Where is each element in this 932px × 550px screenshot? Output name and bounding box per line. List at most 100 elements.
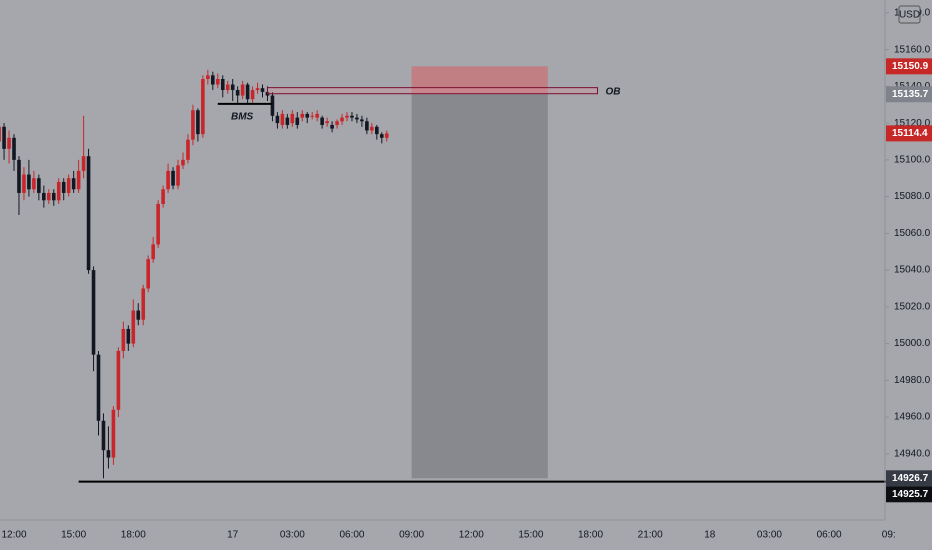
candle-body (345, 115, 349, 118)
x-tick-label: 21:00 (638, 530, 663, 541)
candle-body (136, 310, 141, 320)
candle-body (370, 126, 374, 131)
x-tick-label: 12:00 (1, 530, 26, 541)
candle-body (12, 137, 16, 160)
candle-body (280, 113, 285, 125)
price-marker: 15150.9 (892, 61, 929, 72)
currency-box[interactable] (898, 5, 921, 24)
x-tick-label: 09: (882, 530, 896, 541)
candle-body (7, 137, 11, 149)
candle-body (340, 117, 344, 122)
candle-body (146, 259, 150, 289)
candle-body (310, 115, 315, 117)
currency: USD (899, 10, 920, 21)
price-marker: 14925.7 (892, 489, 929, 500)
candle-body (2, 126, 6, 149)
price-marker-bg (886, 125, 932, 142)
y-tick-label: 15000.0 (894, 338, 931, 349)
candle-body (360, 119, 364, 122)
candle-body (56, 181, 61, 201)
x-tick-label: 06:00 (339, 530, 364, 541)
x-tick-label: 15:00 (518, 530, 543, 541)
candle-body (365, 121, 369, 131)
candle-body (300, 113, 305, 118)
candle-body (156, 203, 160, 245)
x-tick-label: 18:00 (578, 530, 603, 541)
y-tick-label: 14980.0 (894, 375, 931, 386)
candle-body (81, 156, 86, 171)
candle-body (379, 134, 384, 138)
candle-body (42, 192, 46, 201)
candle-body (47, 192, 51, 201)
candle-body (141, 288, 146, 320)
y-tick-label: 15100.0 (894, 154, 931, 165)
price-axis: 15180.015160.015140.015120.015100.015080… (885, 8, 931, 459)
x-tick-label: 18:00 (121, 530, 146, 541)
candle-body (335, 121, 339, 125)
x-tick-label: 15:00 (61, 530, 86, 541)
candle-body (66, 178, 71, 193)
y-tick-label: 15080.0 (894, 191, 931, 202)
candle-body (384, 133, 389, 138)
candle-body (96, 354, 101, 421)
y-tick-label: 15020.0 (894, 301, 931, 312)
candle-body (32, 178, 36, 190)
candle-body (211, 75, 215, 85)
y-tick-label: 14940.0 (894, 448, 931, 459)
candle-body (220, 79, 225, 91)
candle-body (250, 90, 255, 100)
candle-body (270, 95, 275, 116)
candle-body (111, 409, 116, 458)
candle-body (116, 350, 121, 410)
x-tick-label: 06:00 (817, 530, 842, 541)
y-tick-label: 15060.0 (894, 228, 931, 239)
candle-body (71, 178, 76, 190)
candle-body (355, 117, 359, 120)
candle-body (186, 139, 190, 160)
candle-body (61, 181, 66, 193)
price-marker: 15114.4 (892, 128, 928, 139)
y-tick-label: 15160.0 (894, 44, 931, 55)
candle-body (0, 126, 1, 142)
candle-body (275, 115, 280, 124)
bms-label: BMS (231, 111, 254, 122)
candle-body (235, 90, 240, 96)
candle-body (320, 117, 324, 125)
price-markers: 15150.9 15135.7 15114.4 14926.7 14925.7 (886, 58, 932, 503)
candle-body (255, 88, 260, 91)
candle-body (37, 178, 41, 193)
price-marker-bg (886, 86, 932, 103)
candles (0, 69, 389, 479)
candle-body (181, 159, 185, 166)
price-marker-bg (886, 486, 932, 503)
y-tick-label: 15120.0 (894, 118, 931, 129)
candle-body (260, 88, 265, 92)
x-tick-label: 03:00 (757, 530, 782, 541)
candle-body (91, 270, 96, 355)
target-zone (411, 94, 548, 479)
candle-body (290, 113, 295, 124)
candle-body (76, 170, 81, 190)
candle-body (295, 117, 300, 125)
candle-body (330, 124, 334, 129)
candle-body (315, 113, 319, 118)
ob-zone (266, 87, 598, 95)
candle-body (151, 244, 155, 260)
x-tick-label: 09:00 (399, 530, 424, 541)
candle-body (305, 113, 310, 118)
x-tick-label: 03:00 (280, 530, 305, 541)
candle-body (22, 174, 26, 193)
x-tick-label: 12:00 (459, 530, 484, 541)
candle-body (86, 156, 91, 271)
candle-body (101, 420, 106, 451)
candle-body (240, 84, 245, 96)
candle-body (285, 117, 290, 125)
candle-body (126, 328, 131, 344)
price-marker: 15135.7 (892, 89, 929, 100)
candle-body (166, 170, 170, 190)
candle-body (121, 328, 126, 351)
candle-body (325, 121, 329, 124)
candle-body (17, 159, 21, 193)
drawings (411, 66, 548, 479)
